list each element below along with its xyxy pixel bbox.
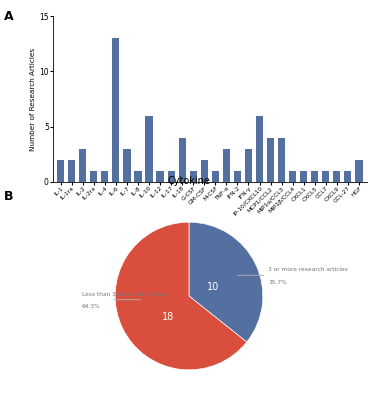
Bar bbox=[278, 138, 285, 182]
Text: 3 or more research articles: 3 or more research articles bbox=[268, 267, 348, 272]
Bar bbox=[146, 116, 153, 182]
Bar bbox=[300, 171, 307, 182]
Title: Cytokine: Cytokine bbox=[167, 176, 211, 186]
Bar bbox=[201, 160, 208, 182]
Wedge shape bbox=[189, 222, 263, 342]
Bar bbox=[57, 160, 64, 182]
Text: 35.7%: 35.7% bbox=[268, 280, 287, 285]
Bar bbox=[245, 149, 252, 182]
Bar bbox=[344, 171, 352, 182]
Bar bbox=[190, 171, 197, 182]
Wedge shape bbox=[115, 222, 247, 370]
Text: 18: 18 bbox=[162, 312, 175, 322]
Text: 64.3%: 64.3% bbox=[82, 304, 101, 309]
Bar bbox=[333, 171, 341, 182]
Bar bbox=[123, 149, 130, 182]
Bar bbox=[112, 38, 119, 182]
Bar bbox=[156, 171, 164, 182]
Bar bbox=[311, 171, 318, 182]
Bar bbox=[90, 171, 98, 182]
Bar bbox=[267, 138, 274, 182]
Text: B: B bbox=[4, 190, 13, 203]
Bar bbox=[234, 171, 241, 182]
Bar bbox=[223, 149, 230, 182]
Bar bbox=[135, 171, 142, 182]
Bar bbox=[355, 160, 363, 182]
Bar bbox=[68, 160, 75, 182]
Text: A: A bbox=[4, 10, 13, 23]
Text: 10: 10 bbox=[206, 282, 219, 292]
Bar bbox=[289, 171, 296, 182]
Bar bbox=[322, 171, 329, 182]
Y-axis label: Number of Research Articles: Number of Research Articles bbox=[30, 48, 36, 150]
Bar bbox=[212, 171, 219, 182]
Bar bbox=[256, 116, 263, 182]
Bar bbox=[167, 171, 175, 182]
Bar bbox=[178, 138, 186, 182]
Bar bbox=[79, 149, 86, 182]
Bar bbox=[101, 171, 108, 182]
Text: Less than 3 research articles: Less than 3 research articles bbox=[82, 292, 167, 297]
